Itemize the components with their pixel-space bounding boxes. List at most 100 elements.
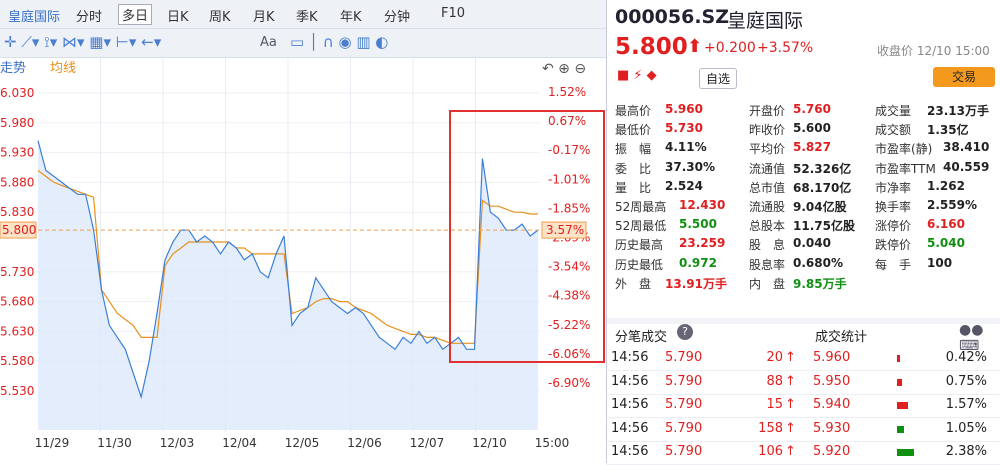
quote-panel: 000056.SZ 皇庭国际 5.800 ⬆ +0.200 +3.57% 收盘价 12/10… [606, 0, 1000, 465]
period-tab[interactable]: 皇庭国际 [8, 10, 61, 25]
stat-bar [897, 378, 903, 386]
stat-value: 4.11% [665, 140, 707, 155]
stat-value: 2.524 [665, 178, 703, 193]
current-pct-box [541, 221, 587, 239]
x-tick-label: 11/29 [35, 436, 70, 450]
stat-value: 9.85万手 [793, 276, 847, 291]
trade-volume: 88 [766, 373, 783, 389]
period-toolbar: 皇庭国际 分时 多日 日K 周K 月K 季K 年K 分钟 F10 [0, 0, 606, 29]
legend-price: 走势 [0, 60, 26, 76]
period-tab[interactable]: 年K [340, 10, 362, 25]
current-price-label: 5.800 [2, 223, 36, 237]
period-tab[interactable]: 分钟 [384, 10, 411, 25]
period-tab[interactable]: 月K [253, 10, 275, 25]
badges: ■ ⚡ ◆ [617, 68, 657, 83]
y-tick-label: 5.680 [0, 295, 34, 309]
trade-time: 14:56 [611, 373, 649, 389]
pct-tick-label: -1.01% [548, 172, 590, 186]
stat-value: 0.680% [793, 255, 843, 270]
legend-avg: 均线 [50, 61, 76, 76]
drawing-toolbar: Aa ✛ ⟋▾ ⟟▾ ⋈▾ ▦▾ ⊢▾ ←▾ ▭ │ ∩ ◉ ▥ ◐ [0, 29, 606, 58]
watchlist-button[interactable]: 自选 [699, 68, 738, 89]
stat-value: 5.040 [927, 236, 965, 251]
stat-price: 5.920 [813, 444, 851, 459]
stat-pct: 0.42% [945, 350, 987, 365]
pct-tick-label: -1.85% [548, 201, 590, 215]
stat-bar [897, 425, 905, 433]
stat-label: 历史最高 [615, 238, 664, 253]
stat-value: 52.326亿 [793, 161, 852, 176]
period-tab[interactable]: 日K [167, 10, 189, 25]
y-tick-label: 5.980 [0, 116, 34, 130]
stat-label: 内 盘 [749, 276, 786, 291]
stat-price: 5.950 [813, 373, 851, 389]
pct-tick-label: 0.67% [548, 114, 586, 128]
stock-code: 000056.SZ [615, 6, 729, 28]
trade-volume: 106 [758, 444, 783, 459]
last-price: 5.800 [615, 34, 688, 60]
stat-label: 市净率 [875, 180, 912, 195]
x-tick-label: 12/07 [410, 436, 445, 450]
text-tool[interactable]: Aa [260, 35, 277, 50]
stat-price: 5.930 [813, 420, 851, 436]
stat-label: 振 幅 [615, 142, 652, 157]
stat-label: 平均价 [749, 142, 786, 157]
help-icon: ? [677, 324, 693, 340]
stat-value: 5.827 [793, 140, 831, 155]
stat-pct: 1.05% [945, 420, 987, 436]
stat-label: 市盈率TTM [875, 161, 936, 176]
row-line [607, 393, 1000, 395]
x-tick-label: 11/30 [97, 436, 132, 450]
tool-icons[interactable]: ✛ ⟋▾ ⟟▾ ⋈▾ ▦▾ ⊢▾ ←▾ [4, 33, 162, 51]
pct-tick-label: -4.38% [548, 289, 590, 303]
stat-pct: 2.38% [945, 444, 987, 459]
trade-price: 5.790 [665, 444, 703, 459]
y-tick-label: 5.630 [0, 324, 34, 338]
stat-label: 最低价 [615, 123, 652, 138]
period-tab[interactable]: 分时 [76, 10, 103, 25]
pct-tick-label: -6.90% [548, 376, 590, 390]
trade-price: 5.790 [665, 350, 703, 365]
period-tab[interactable]: 季K [296, 10, 318, 25]
trades-title: 分笔成交 [615, 330, 668, 345]
y-tick-label: 5.580 [0, 354, 34, 368]
stat-label: 总股本 [749, 219, 786, 234]
current-pct-label: 3.57% [546, 223, 584, 237]
period-tab[interactable]: F10 [441, 6, 466, 21]
x-tick-label: 15:00 [535, 436, 570, 450]
stat-value: 37.30% [665, 159, 715, 174]
stat-value: 11.75亿股 [793, 219, 855, 234]
tool-icons-2[interactable]: ▭ │ ∩ ◉ ▥ ◐ [290, 33, 389, 51]
stat-label: 流通值 [749, 161, 786, 176]
stat-label: 最高价 [615, 104, 652, 118]
more-icon: ●● ⌨ [959, 322, 984, 354]
stat-bar [897, 355, 900, 362]
stock-name: 皇庭国际 [727, 10, 804, 32]
y-tick-label: 5.530 [0, 384, 34, 398]
stat-value: 9.04亿股 [793, 200, 847, 214]
trade-button[interactable]: 交易 [933, 67, 995, 87]
stat-value: 2.559% [927, 198, 977, 212]
highlight-box [449, 110, 605, 363]
row-line [607, 370, 1000, 371]
trade-arrow: ↑ [785, 420, 796, 436]
stat-value: 38.410 [943, 140, 990, 155]
x-tick-label: 12/10 [472, 436, 507, 450]
y-tick-label: 5.730 [0, 265, 34, 279]
trade-arrow: ↑ [785, 444, 796, 459]
chart-controls: ↶ ⊕ ⊖ [542, 61, 586, 77]
stat-value: 40.559 [943, 159, 990, 174]
stat-label: 总市值 [749, 180, 786, 195]
trade-price: 5.790 [665, 420, 703, 436]
pct-tick-label: -5.22% [548, 318, 590, 332]
period-tab[interactable]: 多日 [118, 4, 153, 25]
trade-volume: 15 [766, 397, 783, 412]
stat-value: 23.259 [679, 236, 726, 251]
pct-tick-label: -0.17% [548, 143, 590, 157]
close-time: 收盘价 12/10 15:00 [877, 44, 990, 58]
stat-price: 5.940 [813, 397, 851, 412]
stat-value: 12.430 [679, 198, 726, 212]
trade-arrow: ↑ [785, 397, 796, 412]
stat-label: 市盈率(静) [875, 142, 933, 157]
period-tab[interactable]: 周K [209, 10, 231, 25]
